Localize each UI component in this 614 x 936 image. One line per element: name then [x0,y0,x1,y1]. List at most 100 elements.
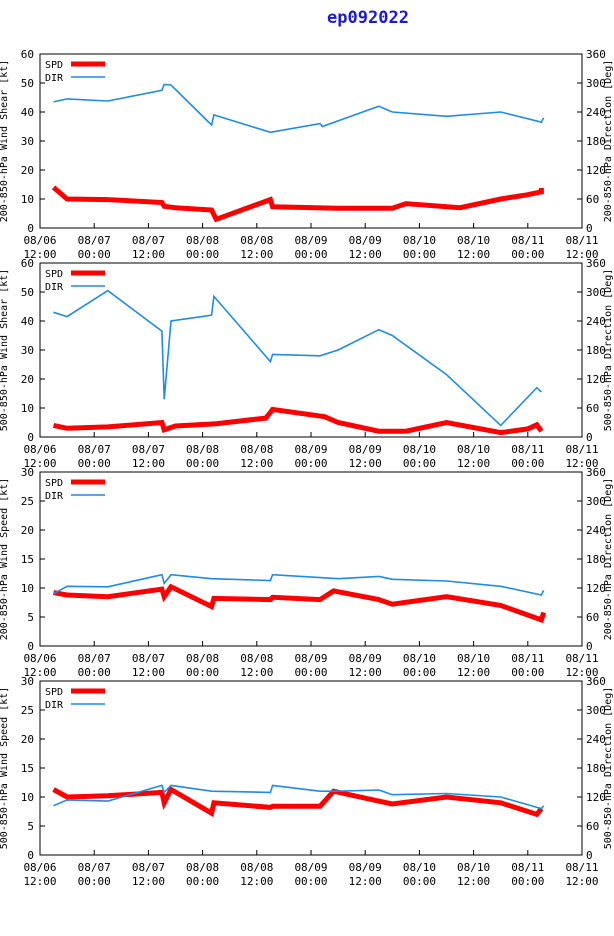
x-tick-label-date: 08/10 [457,443,490,456]
x-tick-label-date: 08/07 [132,234,165,247]
y-tick-label: 0 [27,222,34,235]
x-tick-label-date: 08/06 [23,652,56,665]
x-tick-label-date: 08/10 [403,652,436,665]
x-tick-label-time: 00:00 [511,248,544,261]
y2-axis-label: 500-850-hPa Direction [Deg] [603,687,614,850]
x-tick-label-date: 08/11 [565,652,598,665]
x-tick-label-date: 08/09 [349,443,382,456]
x-tick-label-time: 00:00 [294,457,327,470]
x-tick-label-time: 00:00 [403,457,436,470]
x-tick-label-time: 12:00 [457,457,490,470]
y-tick-label: 30 [21,466,34,479]
y2-tick-label: 300 [586,286,606,299]
x-tick-label-time: 12:00 [565,457,598,470]
x-tick-label-date: 08/11 [565,234,598,247]
y-tick-label: 5 [27,611,34,624]
x-tick-label-date: 08/11 [511,652,544,665]
y2-tick-label: 300 [586,704,606,717]
y2-tick-label: 240 [586,106,606,119]
y-tick-label: 20 [21,164,34,177]
x-tick-label-time: 12:00 [457,666,490,679]
dir-series-line [53,784,545,810]
y-tick-label: 50 [21,77,34,90]
x-tick-label-date: 08/08 [240,861,273,874]
x-tick-label-date: 08/11 [565,443,598,456]
y-tick-label: 10 [21,402,34,415]
x-tick-label-date: 08/06 [23,443,56,456]
y2-axis-label: 200-850-hPa Direction [Deg] [603,60,614,223]
x-tick-label-time: 12:00 [240,666,273,679]
y2-axis-label: 500-850-hPa Direction [Deg] [603,269,614,432]
y-tick-label: 40 [21,315,34,328]
y2-tick-label: 0 [586,222,593,235]
x-tick-label-time: 00:00 [511,457,544,470]
y-axis-label: 200-850-hPa Wind Speed [kt] [0,478,10,641]
chart-title: ep092022 [327,8,409,28]
y-tick-label: 25 [21,704,34,717]
x-tick-label-time: 00:00 [403,248,436,261]
x-tick-label-date: 08/07 [78,234,111,247]
y-tick-label: 25 [21,495,34,508]
spd-series-line [52,786,544,818]
y2-tick-label: 0 [586,431,593,444]
legend-label-spd: SPD [45,269,63,280]
y2-tick-label: 300 [586,495,606,508]
legend-label-spd: SPD [45,687,63,698]
x-tick-label-time: 00:00 [294,666,327,679]
y2-tick-label: 180 [586,344,606,357]
x-tick-label-date: 08/11 [511,234,544,247]
y2-tick-label: 240 [586,733,606,746]
y-tick-label: 20 [21,524,34,537]
x-tick-label-date: 08/09 [294,234,327,247]
y-tick-label: 15 [21,762,34,775]
y-tick-label: 20 [21,373,34,386]
y-tick-label: 10 [21,193,34,206]
dir-series-line [53,289,542,427]
y2-tick-label: 240 [586,524,606,537]
y2-tick-label: 360 [586,48,606,61]
y2-tick-label: 120 [586,373,606,386]
x-tick-label-date: 08/09 [349,652,382,665]
x-tick-label-time: 00:00 [186,875,219,888]
y-tick-label: 15 [21,553,34,566]
x-tick-label-date: 08/07 [132,861,165,874]
y2-tick-label: 180 [586,553,606,566]
y2-tick-label: 0 [586,640,593,653]
x-tick-label-time: 12:00 [565,666,598,679]
x-tick-label-time: 12:00 [565,248,598,261]
y2-tick-label: 180 [586,762,606,775]
x-tick-label-date: 08/09 [294,861,327,874]
y-axis-label: 200-850-hPa Wind Shear [kt] [0,60,10,223]
plot-frame [39,680,583,856]
x-tick-label-time: 12:00 [132,457,165,470]
y2-tick-label: 0 [586,849,593,862]
y-tick-label: 20 [21,733,34,746]
y2-tick-label: 60 [586,193,599,206]
x-tick-label-date: 08/08 [240,652,273,665]
x-tick-label-time: 12:00 [132,666,165,679]
x-tick-label-date: 08/10 [457,652,490,665]
y-tick-label: 10 [21,791,34,804]
x-tick-label-date: 08/09 [294,652,327,665]
legend-label-spd: SPD [45,478,63,489]
x-tick-label-time: 12:00 [457,875,490,888]
x-tick-label-time: 12:00 [349,248,382,261]
spd-series-line [53,583,546,624]
x-tick-label-time: 12:00 [240,875,273,888]
x-tick-label-date: 08/07 [78,652,111,665]
spd-series-line [51,185,544,223]
x-tick-label-date: 08/07 [78,443,111,456]
x-tick-label-time: 12:00 [240,248,273,261]
x-tick-label-time: 12:00 [457,248,490,261]
plot-frame [39,262,583,438]
x-tick-label-time: 12:00 [23,875,56,888]
legend-label-dir: DIR [45,700,64,711]
y-axis-label: 500-850-hPa Wind Shear [kt] [0,269,10,432]
x-tick-label-date: 08/08 [186,652,219,665]
y2-tick-label: 60 [586,820,599,833]
x-tick-label-time: 00:00 [78,457,111,470]
y2-tick-label: 120 [586,582,606,595]
y-tick-label: 30 [21,135,34,148]
y2-axis-label: 200-850-hPa Direction [Deg] [603,478,614,641]
